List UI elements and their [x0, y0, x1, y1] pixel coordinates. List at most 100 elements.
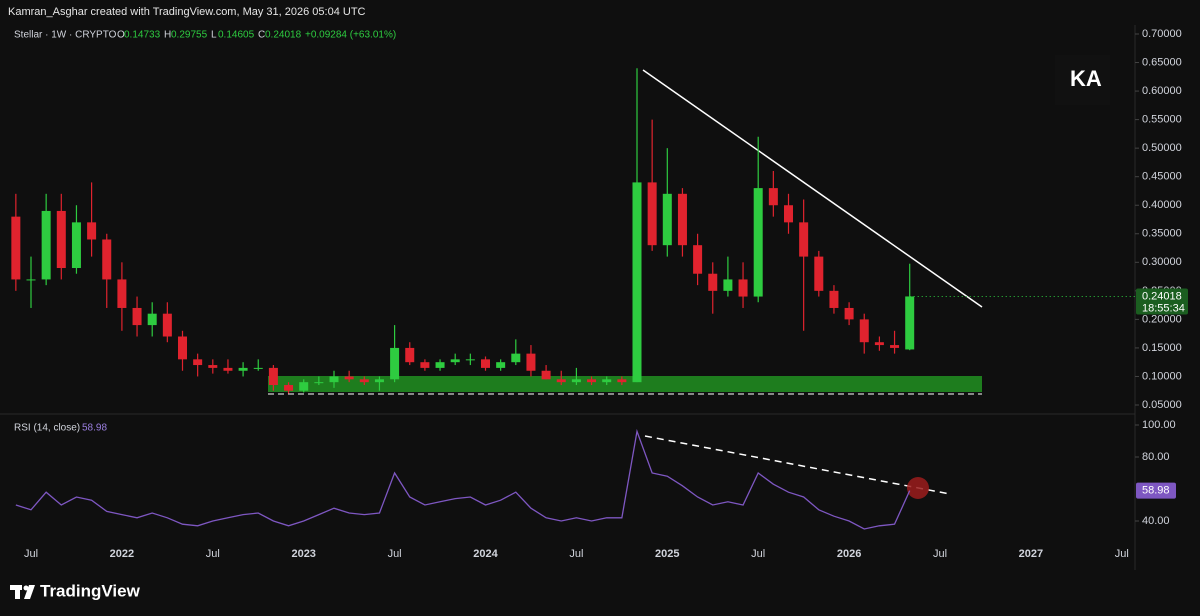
candle-body — [784, 205, 793, 223]
candle-body — [268, 367, 278, 386]
symbol: Stellar · 1W · CRYPTO — [14, 30, 117, 41]
candle-body — [662, 193, 672, 246]
candle-body — [56, 210, 66, 269]
rsi-value: 58.98 — [82, 423, 107, 434]
countdown: 18:55:34 — [1142, 302, 1185, 314]
rsi-value-box — [1136, 482, 1176, 499]
candle-body — [420, 362, 430, 368]
candle-body — [859, 319, 869, 343]
candle-body — [632, 182, 642, 383]
watermark: KA — [1055, 55, 1110, 105]
candle-body — [556, 379, 566, 383]
x-tick-label: 2024 — [473, 548, 498, 560]
candle-body — [87, 222, 97, 240]
logo-part — [23, 585, 29, 591]
candle-body — [405, 347, 415, 363]
candle-body — [526, 353, 536, 371]
y-tick-label: 0.55000 — [1142, 114, 1182, 126]
candle-body — [162, 313, 172, 337]
last-price-box — [1136, 288, 1188, 315]
footer-logo: TradingView — [10, 581, 141, 600]
legend-key: H — [164, 30, 171, 41]
legend-value: 0.14733 — [124, 30, 161, 41]
candle-body — [71, 222, 81, 269]
rsi-tick-label: 40.00 — [1142, 515, 1170, 527]
x-tick-label: 2023 — [291, 548, 315, 560]
legend-key: L — [211, 30, 217, 41]
candle-body — [117, 279, 127, 308]
candle-body — [799, 222, 809, 257]
y-tick-label: 0.10000 — [1142, 370, 1182, 382]
legend-key: O — [117, 30, 125, 41]
candle-body — [208, 365, 218, 368]
candle-body — [132, 307, 142, 326]
rsi-line — [15, 428, 911, 530]
candle-body — [359, 379, 369, 383]
candle-body — [814, 256, 824, 291]
y-tick-label: 0.45000 — [1142, 171, 1182, 183]
x-tick-label: Jul — [388, 548, 402, 560]
x-tick-label: 2025 — [655, 548, 679, 560]
candle-body — [41, 210, 51, 280]
candle-body — [723, 279, 733, 291]
legend-key: C — [258, 30, 265, 41]
brand: TradingView — [40, 581, 141, 600]
candle-body — [11, 216, 21, 280]
candle-body — [753, 188, 763, 297]
candle-body — [102, 239, 112, 280]
y-tick-label: 0.60000 — [1142, 85, 1182, 97]
candle-body — [390, 347, 400, 380]
y-tick-label: 0.70000 — [1142, 28, 1182, 40]
credit: Kamran_Asghar created with TradingView.c… — [8, 6, 366, 18]
candle-body — [541, 370, 551, 380]
y-tick-label: 0.40000 — [1142, 199, 1182, 211]
candle-body — [693, 245, 703, 274]
candle-body — [829, 290, 839, 308]
rsi-tick-label: 80.00 — [1142, 451, 1170, 463]
y-tick-label: 0.35000 — [1142, 228, 1182, 240]
rsi-highlight — [907, 477, 929, 499]
logo-part — [24, 585, 35, 599]
candle-body — [587, 379, 597, 383]
x-tick-label: Jul — [751, 548, 765, 560]
candle-body — [768, 188, 778, 206]
last-price: 0.24018 — [1142, 290, 1182, 302]
candle-body — [571, 379, 581, 383]
candle-body — [602, 379, 612, 383]
candle-body — [738, 279, 748, 297]
y-tick-label: 0.50000 — [1142, 142, 1182, 154]
legend-change: +0.09284 (+63.01%) — [305, 30, 396, 41]
x-tick-label: Jul — [206, 548, 220, 560]
candle-body — [450, 359, 460, 363]
y-tick-label: 0.15000 — [1142, 342, 1182, 354]
candle-body — [193, 359, 203, 366]
candle-body — [496, 362, 506, 368]
trend-line — [642, 69, 983, 308]
x-tick-label: 2026 — [837, 548, 861, 560]
watermark-text: KA — [1070, 66, 1102, 91]
candle-body — [344, 376, 354, 380]
candle-body — [314, 382, 324, 384]
watermark-box — [1055, 55, 1110, 105]
x-tick-label: 2027 — [1019, 548, 1043, 560]
x-tick-label: Jul — [24, 548, 38, 560]
legend-value: 0.14605 — [218, 30, 255, 41]
legend-value: 0.29755 — [171, 30, 208, 41]
candle-body — [677, 193, 687, 246]
candle-body — [299, 382, 309, 391]
candle-body — [874, 342, 884, 346]
y-tick-label: 0.05000 — [1142, 399, 1182, 411]
support-zone — [268, 376, 982, 392]
candle-body — [374, 379, 384, 383]
candle-body — [223, 367, 233, 371]
candle-body — [647, 182, 657, 246]
candle-body — [844, 307, 854, 320]
candle-body — [617, 379, 627, 383]
y-tick-label: 0.20000 — [1142, 313, 1182, 325]
x-tick-label: Jul — [569, 548, 583, 560]
legend: Stellar · 1W · CRYPTO O 0.14733 H 0.29755 L 0… — [14, 30, 396, 41]
candle-body — [905, 296, 915, 350]
x-tick-label: Jul — [933, 548, 947, 560]
